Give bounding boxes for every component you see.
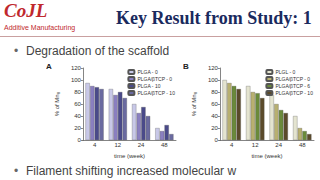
svg-text:PLGA/βTCP - 0: PLGA/βTCP - 0 xyxy=(275,76,310,82)
svg-text:PLGL - 0: PLGL - 0 xyxy=(275,69,295,75)
html-text:Degradation of the scaffold: Degradation of the scaffold xyxy=(26,44,170,58)
html-text:Filament shifting increased mo: Filament shifting increased molecular w xyxy=(26,164,237,178)
svg-text:40: 40 xyxy=(74,113,81,119)
svg-text:80: 80 xyxy=(74,89,81,95)
svg-text:% of Mn₀: % of Mn₀ xyxy=(54,91,60,116)
svg-text:0: 0 xyxy=(78,137,82,143)
svg-text:48: 48 xyxy=(161,142,168,148)
svg-text:B: B xyxy=(183,62,189,71)
svg-text:120: 120 xyxy=(71,65,82,71)
svg-text:24: 24 xyxy=(138,142,145,148)
svg-text:120: 120 xyxy=(208,65,219,71)
html-text:Key Result from Study: 1: Key Result from Study: 1 xyxy=(116,8,312,28)
svg-text:20: 20 xyxy=(74,125,81,131)
svg-text:20: 20 xyxy=(211,125,218,131)
svg-text:48: 48 xyxy=(299,142,306,148)
svg-text:PLGA/βTCP - 0: PLGA/βTCP - 0 xyxy=(137,76,172,82)
svg-text:4: 4 xyxy=(93,142,97,148)
svg-text:PLGA/βTCP - 10: PLGA/βTCP - 10 xyxy=(275,90,313,96)
svg-text:80: 80 xyxy=(211,89,218,95)
svg-text:24: 24 xyxy=(275,142,282,148)
svg-text:12: 12 xyxy=(114,142,121,148)
svg-text:PLGA - 0: PLGA - 0 xyxy=(137,69,158,75)
svg-text:60: 60 xyxy=(74,101,81,107)
svg-text:time (week): time (week) xyxy=(251,153,282,159)
svg-text:40: 40 xyxy=(211,113,218,119)
svg-text:12: 12 xyxy=(252,142,259,148)
svg-text:4: 4 xyxy=(230,142,234,148)
svg-text:A: A xyxy=(46,62,52,71)
html-text:CoJL: CoJL xyxy=(4,0,48,21)
svg-text:PLGA/βTCP - 6: PLGA/βTCP - 6 xyxy=(275,83,310,89)
svg-text:% of Mn₀: % of Mn₀ xyxy=(191,91,197,116)
html-text:Additive Manufacturing: Additive Manufacturing xyxy=(4,24,76,31)
svg-text:PLGA/βTCP - 10: PLGA/βTCP - 10 xyxy=(137,90,175,96)
svg-text:100: 100 xyxy=(208,77,219,83)
svg-text:PLGA - 10: PLGA - 10 xyxy=(137,83,160,89)
svg-text:time (week): time (week) xyxy=(114,153,145,159)
svg-text:100: 100 xyxy=(71,77,82,83)
svg-text:60: 60 xyxy=(211,101,218,107)
svg-text:0: 0 xyxy=(215,137,219,143)
